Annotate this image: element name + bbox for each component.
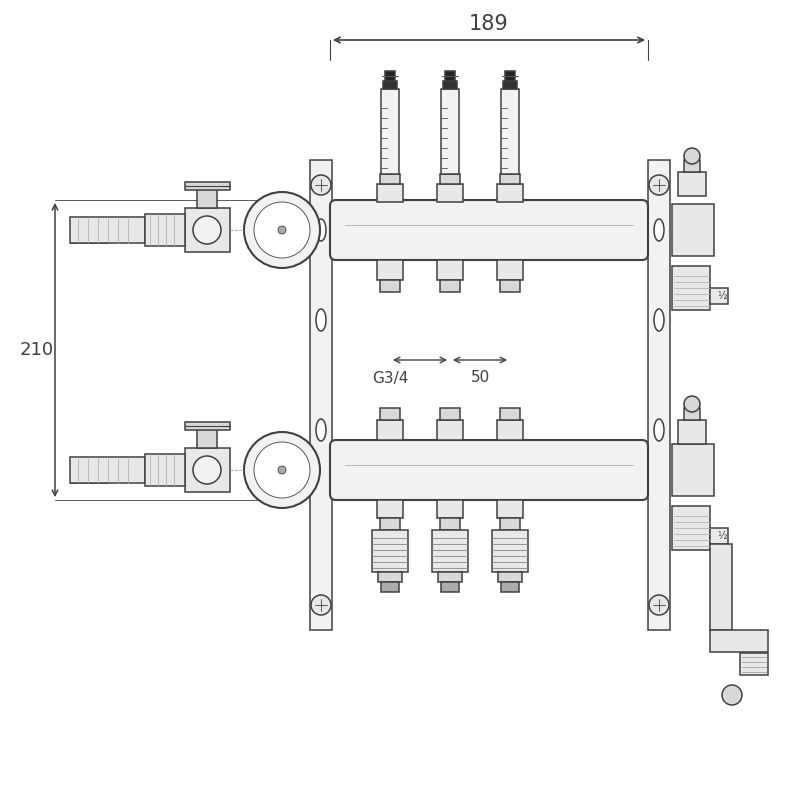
- Circle shape: [684, 148, 700, 164]
- Bar: [684, 408, 700, 420]
- Bar: [145, 454, 185, 486]
- Bar: [497, 420, 523, 440]
- Bar: [385, 71, 395, 81]
- Bar: [672, 444, 714, 496]
- Bar: [381, 89, 399, 174]
- FancyBboxPatch shape: [330, 440, 648, 500]
- Bar: [437, 184, 463, 202]
- Bar: [710, 544, 732, 630]
- Circle shape: [649, 595, 669, 615]
- Bar: [710, 288, 728, 304]
- Text: G1: G1: [76, 461, 100, 479]
- Bar: [445, 71, 455, 81]
- Bar: [438, 572, 462, 582]
- Bar: [497, 260, 523, 280]
- Circle shape: [254, 202, 310, 258]
- Bar: [497, 500, 523, 518]
- Circle shape: [311, 595, 331, 615]
- Bar: [672, 204, 714, 256]
- Bar: [380, 518, 400, 530]
- Bar: [441, 89, 459, 174]
- Circle shape: [278, 226, 286, 234]
- Text: G3/4: G3/4: [372, 370, 408, 386]
- Text: 210: 210: [20, 341, 54, 359]
- Bar: [380, 174, 400, 184]
- Bar: [678, 420, 706, 444]
- Ellipse shape: [654, 219, 664, 241]
- Bar: [497, 184, 523, 202]
- Ellipse shape: [654, 309, 664, 331]
- Bar: [498, 572, 522, 582]
- Bar: [383, 81, 397, 89]
- FancyBboxPatch shape: [330, 200, 648, 260]
- Bar: [197, 186, 217, 208]
- Bar: [501, 89, 519, 174]
- Text: ½: ½: [718, 291, 726, 301]
- Text: 50: 50: [470, 370, 490, 386]
- Circle shape: [684, 396, 700, 412]
- Circle shape: [193, 216, 221, 244]
- Bar: [377, 420, 403, 440]
- Bar: [441, 582, 459, 592]
- Bar: [678, 172, 706, 196]
- Bar: [185, 208, 230, 252]
- Bar: [185, 182, 230, 190]
- Text: ½: ½: [718, 531, 726, 541]
- Bar: [377, 260, 403, 280]
- Bar: [710, 630, 768, 652]
- Bar: [197, 426, 217, 448]
- Text: G1: G1: [76, 221, 100, 239]
- Circle shape: [311, 175, 331, 195]
- Bar: [672, 506, 710, 550]
- Bar: [377, 184, 403, 202]
- Bar: [440, 408, 460, 420]
- Bar: [440, 518, 460, 530]
- Circle shape: [244, 192, 320, 268]
- Bar: [503, 81, 517, 89]
- Ellipse shape: [316, 309, 326, 331]
- Bar: [710, 528, 728, 544]
- Bar: [500, 174, 520, 184]
- Bar: [500, 518, 520, 530]
- Bar: [70, 217, 145, 243]
- Circle shape: [278, 466, 286, 474]
- Bar: [437, 500, 463, 518]
- Bar: [372, 530, 408, 572]
- Bar: [500, 408, 520, 420]
- Circle shape: [244, 432, 320, 508]
- Bar: [185, 422, 230, 430]
- Bar: [672, 266, 710, 310]
- Bar: [437, 260, 463, 280]
- Ellipse shape: [316, 219, 326, 241]
- Bar: [440, 174, 460, 184]
- Bar: [185, 448, 230, 492]
- Bar: [492, 530, 528, 572]
- Bar: [381, 582, 399, 592]
- Bar: [648, 160, 670, 630]
- Bar: [440, 280, 460, 292]
- Bar: [380, 408, 400, 420]
- Bar: [740, 653, 768, 675]
- Bar: [377, 500, 403, 518]
- Bar: [437, 420, 463, 440]
- Circle shape: [193, 456, 221, 484]
- Bar: [500, 280, 520, 292]
- Ellipse shape: [654, 419, 664, 441]
- Bar: [145, 214, 185, 246]
- Bar: [684, 160, 700, 172]
- Ellipse shape: [316, 419, 326, 441]
- Bar: [432, 530, 468, 572]
- Bar: [380, 280, 400, 292]
- Bar: [501, 582, 519, 592]
- Bar: [505, 71, 515, 81]
- Bar: [70, 457, 145, 483]
- Circle shape: [722, 685, 742, 705]
- Circle shape: [254, 442, 310, 498]
- Text: 189: 189: [469, 14, 509, 34]
- Bar: [378, 572, 402, 582]
- Circle shape: [649, 175, 669, 195]
- Bar: [310, 160, 332, 630]
- Bar: [443, 81, 457, 89]
